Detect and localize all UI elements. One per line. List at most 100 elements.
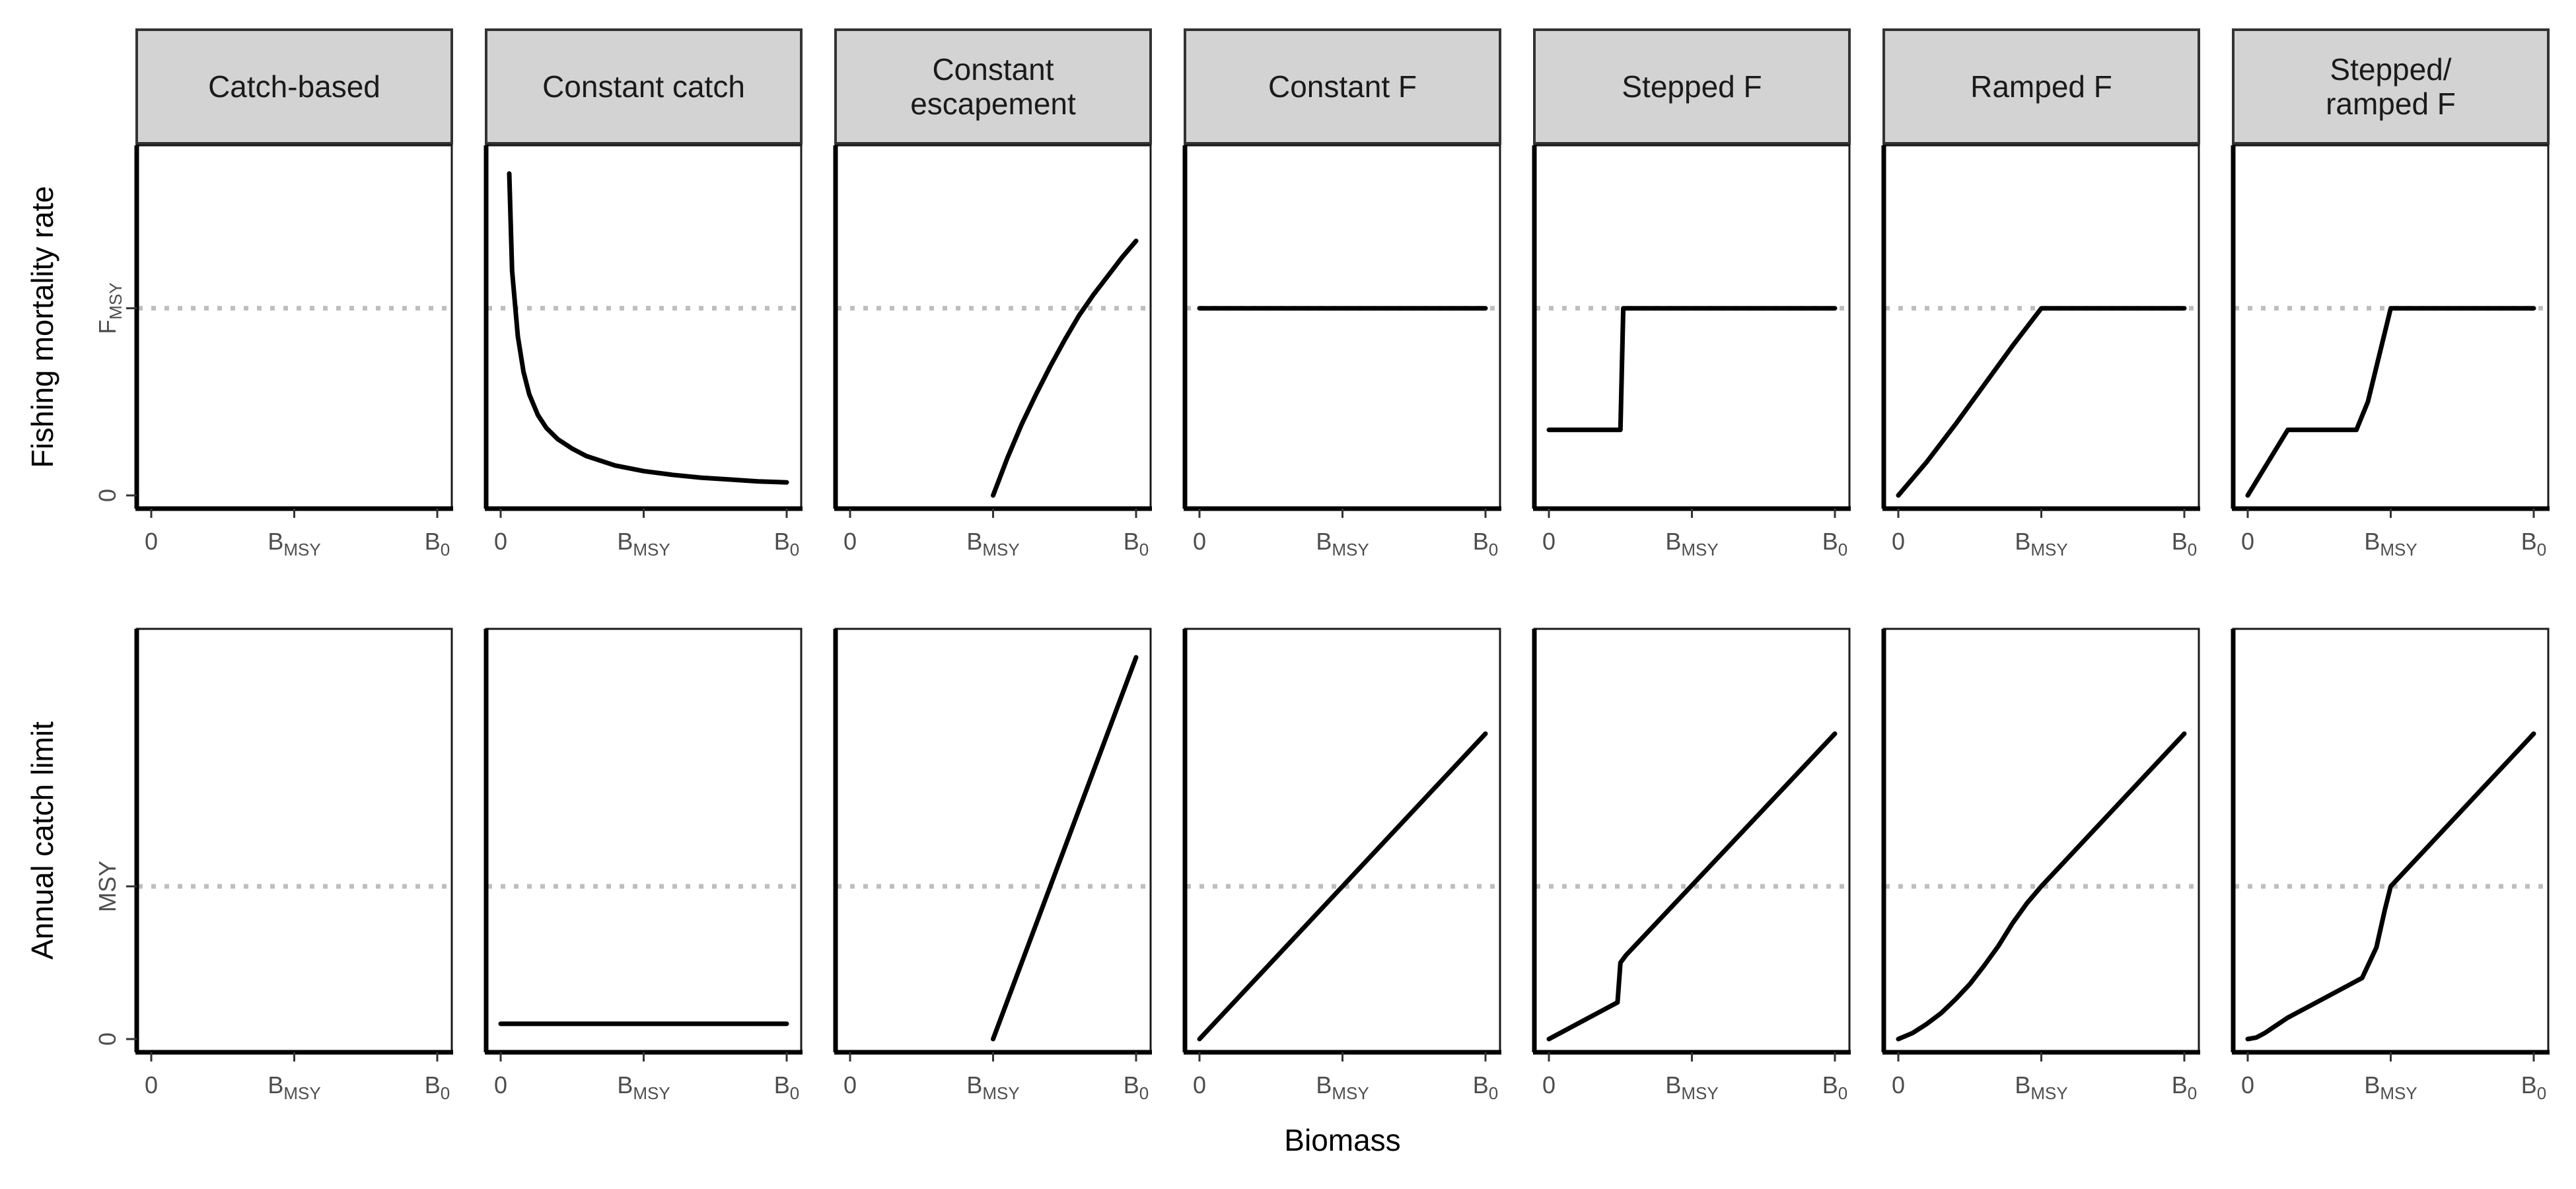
x-tick-label-catch-based-top-0: 0 (145, 528, 158, 555)
x-tick-label-stepped-f-top-2-main: B (1822, 528, 1838, 555)
x-tick-label-constant-f-bottom-0-main: 0 (1193, 1071, 1206, 1099)
x-tick-label-stepped-ramped-f-bottom-1-main: B (2364, 1071, 2380, 1099)
x-tick-label-catch-based-top-1-main: B (268, 528, 283, 555)
x-tick-label-constant-f-bottom-2-main: B (1473, 1071, 1489, 1099)
x-tick-label-constant-f-top-0: 0 (1193, 528, 1206, 555)
panel-stepped-ramped-f-top (2232, 144, 2550, 510)
strip-label-constant-escapement-line-2: escapement (910, 87, 1076, 121)
y-axis-title-bottom: Annual catch limit (25, 721, 59, 960)
x-tick-label-ramped-f-top-2-sub: 0 (2188, 540, 2197, 559)
strip-ramped-f (1882, 28, 2200, 145)
panel-constant-escapement-bottom (834, 628, 1152, 1054)
x-tick-label-stepped-f-top-2-sub: 0 (1838, 540, 1847, 559)
x-tick-label-catch-based-bottom-1: BMSY (268, 1071, 320, 1103)
x-tick-label-stepped-f-bottom-0-main: 0 (1542, 1071, 1556, 1099)
strip-constant-f (1184, 28, 1501, 145)
x-tick-label-constant-catch-bottom-2: B0 (774, 1071, 799, 1103)
x-tick-label-catch-based-bottom-1-main: B (268, 1071, 283, 1099)
x-tick-label-stepped-ramped-f-top-1-main: B (2364, 528, 2380, 555)
x-tick-label-catch-based-top-2-main: B (425, 528, 441, 555)
x-tick-label-ramped-f-top-2-main: B (2172, 528, 2188, 555)
x-tick-label-constant-escapement-bottom-1-main: B (966, 1071, 982, 1099)
series-stepped-f-bottom (1546, 731, 1838, 1042)
panel-constant-f-bottom (1184, 628, 1501, 1054)
x-tick-label-constant-catch-bottom-1-sub: MSY (633, 1083, 670, 1103)
x-tick-label-ramped-f-top-2: B0 (2172, 528, 2197, 559)
x-tick-label-constant-catch-top-1-sub: MSY (633, 540, 670, 559)
x-tick-label-constant-catch-bottom-0-main: 0 (494, 1071, 507, 1099)
x-tick-label-constant-catch-bottom-0: 0 (494, 1071, 507, 1099)
panel-stepped-ramped-f-bottom (2232, 628, 2550, 1054)
x-tick-label-stepped-ramped-f-bottom-2: B0 (2521, 1071, 2546, 1103)
x-tick-label-ramped-f-top-1-sub: MSY (2030, 540, 2067, 559)
x-axis-title: Biomass (1284, 1123, 1400, 1157)
x-tick-label-stepped-f-bottom-1: BMSY (1665, 1071, 1718, 1103)
x-tick-label-constant-catch-bottom-1: BMSY (617, 1071, 670, 1103)
strip-label-stepped-ramped-f-line-2: ramped F (2326, 87, 2456, 121)
y-tick-label-bottom-1-main: MSY (94, 861, 121, 912)
strip-stepped-ramped-f (2232, 28, 2550, 145)
x-tick-label-stepped-f-top-1-main: B (1665, 528, 1681, 555)
x-tick-label-constant-escapement-top-0: 0 (843, 528, 857, 555)
x-tick-label-stepped-f-bottom-2-sub: 0 (1838, 1083, 1847, 1103)
axis-ticks: 0 BMSY B0 0 BMSY B0 0 BMSY B0 0 BMSY B0 0 BMSY B0 0 BMSY… (94, 282, 2546, 1103)
x-tick-label-constant-catch-top-2: B0 (774, 528, 799, 559)
x-tick-label-stepped-ramped-f-top-0-main: 0 (2241, 528, 2254, 555)
x-tick-label-ramped-f-bottom-1-sub: MSY (2030, 1083, 2067, 1103)
x-tick-label-constant-escapement-top-1-main: B (966, 528, 982, 555)
strip-label-stepped-ramped-f-line-1: Stepped/ (2330, 52, 2451, 87)
x-tick-label-ramped-f-top-0-main: 0 (1892, 528, 1905, 555)
x-tick-label-constant-f-top-2: B0 (1473, 528, 1498, 559)
y-tick-label-top-1-main: F (94, 320, 121, 334)
x-tick-label-constant-escapement-top-2-sub: 0 (1139, 540, 1149, 559)
strip-label-ramped-f-line-1: Ramped F (1970, 69, 2112, 104)
y-tick-label-top-0-main: 0 (94, 489, 121, 502)
y-tick-label-top-1: FMSY (94, 282, 125, 334)
x-tick-label-catch-based-bottom-0-main: 0 (145, 1071, 158, 1099)
panel-stepped-f-top (1533, 144, 1851, 510)
x-tick-label-catch-based-bottom-1-sub: MSY (283, 1083, 320, 1103)
x-tick-label-ramped-f-bottom-1-main: B (2015, 1071, 2030, 1099)
series-constant-escapement-bottom (991, 655, 1139, 1042)
data-series (498, 171, 2536, 1042)
x-tick-label-constant-escapement-top-2: B0 (1124, 528, 1149, 559)
x-tick-label-constant-f-top-0-main: 0 (1193, 528, 1206, 555)
x-tick-label-stepped-f-bottom-2: B0 (1822, 1071, 1847, 1103)
x-tick-label-constant-f-bottom-1-sub: MSY (1332, 1083, 1369, 1103)
series-constant-catch-top (507, 171, 789, 485)
x-tick-label-stepped-f-bottom-2-main: B (1822, 1071, 1838, 1099)
series-stepped-f-top (1546, 306, 1838, 433)
strip-stepped-f (1533, 28, 1851, 145)
x-tick-label-constant-escapement-top-1-sub: MSY (982, 540, 1019, 559)
x-tick-label-constant-catch-bottom-2-sub: 0 (790, 1083, 799, 1103)
x-tick-label-constant-catch-top-1: BMSY (617, 528, 670, 559)
strip-label-constant-escapement-line-1: Constant (932, 52, 1054, 87)
panel-catch-based-bottom (135, 628, 453, 1054)
x-tick-label-ramped-f-top-1-main: B (2015, 528, 2030, 555)
y-tick-label-bottom-1: MSY (94, 861, 121, 912)
x-tick-label-catch-based-bottom-0: 0 (145, 1071, 158, 1099)
x-tick-label-stepped-ramped-f-bottom-1: BMSY (2364, 1071, 2417, 1103)
x-tick-label-constant-catch-top-1-main: B (617, 528, 633, 555)
series-stepped-ramped-f-top (2245, 306, 2536, 498)
x-tick-label-ramped-f-top-1: BMSY (2015, 528, 2067, 559)
x-tick-label-stepped-f-top-1-sub: MSY (1681, 540, 1718, 559)
x-tick-label-constant-f-bottom-2-sub: 0 (1489, 1083, 1498, 1103)
strip-label-constant-f-line-1: Constant F (1268, 69, 1417, 104)
x-tick-label-constant-escapement-top-2-main: B (1124, 528, 1139, 555)
x-tick-label-constant-f-top-1-sub: MSY (1332, 540, 1369, 559)
x-tick-label-constant-f-top-2-sub: 0 (1489, 540, 1498, 559)
series-ramped-f-top (1896, 306, 2187, 498)
strip-label-catch-based-line-1: Catch-based (208, 69, 380, 104)
y-tick-label-top-0: 0 (94, 489, 121, 502)
x-tick-label-constant-escapement-bottom-1-sub: MSY (982, 1083, 1019, 1103)
x-tick-label-stepped-f-bottom-1-sub: MSY (1681, 1083, 1718, 1103)
x-tick-label-constant-escapement-top-0-main: 0 (843, 528, 857, 555)
y-tick-label-top-1-sub: MSY (106, 282, 125, 319)
x-tick-label-stepped-f-top-2: B0 (1822, 528, 1847, 559)
x-tick-label-ramped-f-bottom-0: 0 (1892, 1071, 1905, 1099)
x-tick-label-constant-catch-bottom-1-main: B (617, 1071, 633, 1099)
x-tick-label-ramped-f-top-0: 0 (1892, 528, 1905, 555)
x-tick-label-catch-based-top-2: B0 (425, 528, 450, 559)
